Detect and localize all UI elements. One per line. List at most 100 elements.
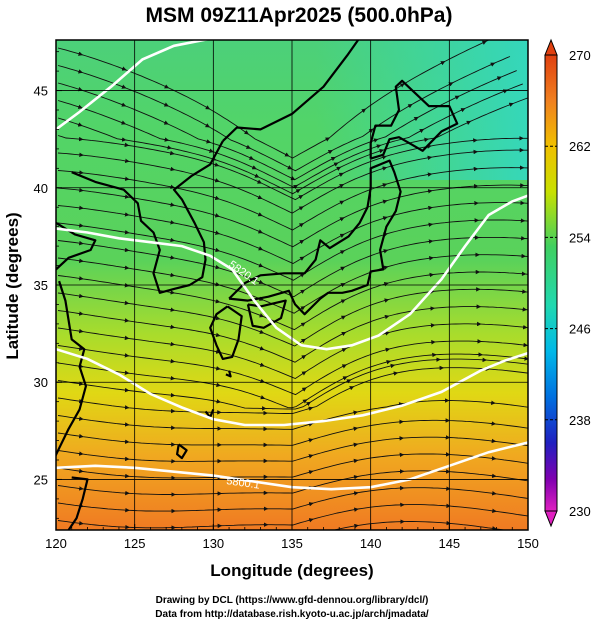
streamline-arrow — [492, 546, 496, 547]
streamline-arrow — [78, 451, 84, 456]
streamline-arrow — [124, 229, 130, 235]
streamline-arrow — [383, 282, 389, 287]
streamline-arrow — [419, 128, 425, 134]
streamline-arrow — [407, 104, 413, 109]
streamline-arrow — [290, 176, 296, 181]
streamline-arrow — [77, 69, 83, 74]
streamline-arrow — [216, 399, 222, 404]
streamline-arrow — [214, 195, 220, 201]
streamline — [57, 306, 528, 363]
streamline-arrow — [353, 426, 359, 431]
streamline-arrow — [336, 166, 342, 171]
streamline-arrow — [466, 120, 472, 125]
streamline-arrow — [78, 468, 84, 474]
chart-title: MSM 09Z11Apr2025 (500.0hPa) — [146, 4, 453, 27]
streamline-arrow — [258, 279, 264, 285]
streamline-arrow — [423, 137, 429, 143]
streamline-arrow — [353, 523, 359, 529]
streamline-arrow — [78, 293, 84, 299]
streamline — [57, 453, 528, 479]
streamline — [57, 184, 528, 248]
streamline-arrow — [361, 108, 367, 114]
colorbar-ticks: 270 262 254 246 238 230 — [545, 48, 591, 519]
streamline-arrow — [340, 299, 346, 304]
streamline-arrow — [300, 338, 306, 344]
streamline-arrow — [353, 491, 359, 496]
streamline — [57, 419, 528, 446]
streamline-arrow — [258, 263, 264, 268]
streamline-arrow — [398, 402, 404, 407]
contour-label-5800: 5800.1 — [226, 475, 261, 492]
streamline-arrow — [384, 298, 390, 303]
streamline-arrow — [428, 255, 434, 261]
streamline-arrow — [78, 381, 84, 386]
streamline-arrow — [121, 66, 127, 71]
streamline-arrow — [368, 128, 374, 134]
colorbar-tick-label: 238 — [569, 413, 591, 428]
streamline-arrow — [257, 179, 263, 184]
streamline-arrow — [284, 152, 290, 157]
streamline-arrow — [490, 62, 496, 67]
streamline-arrow — [124, 335, 130, 341]
streamline-arrow — [385, 347, 391, 353]
streamline-arrow — [215, 366, 221, 371]
y-tick-label: 45 — [34, 84, 48, 99]
colorbar-bottom-arrow — [544, 510, 558, 528]
streamline-arrow — [298, 206, 304, 211]
streamline-arrow — [259, 362, 265, 367]
streamline-arrow — [124, 265, 130, 270]
streamline-arrow — [205, 123, 211, 128]
streamline — [57, 436, 528, 462]
streamline — [57, 504, 528, 529]
streamline-arrow — [208, 148, 214, 153]
streamline-arrow — [342, 376, 348, 381]
streamline-arrow — [170, 255, 175, 260]
streamline-arrow — [349, 386, 355, 391]
streamline-arrow — [259, 329, 265, 334]
streamline-arrow — [170, 237, 175, 243]
streamline-arrow — [454, 95, 460, 100]
streamline-arrow — [491, 491, 497, 496]
coastline-segment — [176, 443, 188, 460]
streamline-arrow — [376, 144, 382, 149]
streamline-arrow — [258, 246, 264, 251]
streamline-arrow — [293, 184, 299, 190]
streamline-arrow — [341, 348, 347, 353]
streamline-arrow — [491, 526, 497, 530]
plot-area: 5820.1 5800.1 — [56, 40, 528, 547]
streamline-arrow — [170, 307, 176, 312]
streamline — [57, 487, 528, 512]
streamline-arrow — [214, 178, 220, 183]
streamline-arrow — [78, 276, 84, 281]
credit-line-2: Data from http://database.rish.kyoto-u.a… — [155, 609, 429, 620]
streamline-arrow — [78, 486, 84, 491]
streamline — [57, 236, 528, 298]
streamline-arrow — [124, 353, 130, 358]
streamline-arrow — [353, 410, 359, 415]
streamline-arrow — [491, 508, 497, 514]
x-tick-label: 125 — [124, 536, 146, 551]
streamline-arrow — [215, 264, 221, 270]
grid-lines — [56, 40, 528, 530]
streamline-arrow — [399, 83, 405, 88]
streamline-arrow — [124, 370, 130, 375]
streamline-arrow — [78, 240, 84, 246]
x-axis-label: Longitude (degrees) — [210, 561, 373, 580]
streamline-arrow — [460, 108, 466, 113]
streamline-arrow — [346, 379, 352, 384]
streamline-arrow — [170, 358, 176, 364]
streamline-arrow — [163, 120, 169, 125]
streamline-arrow — [78, 311, 84, 316]
colorbar-tick-label: 270 — [569, 48, 591, 63]
streamline-arrow — [305, 401, 311, 407]
x-tick-label: 120 — [45, 536, 67, 551]
x-tick-label: 150 — [517, 536, 539, 551]
streamline-arrow — [124, 212, 130, 217]
streamline — [57, 323, 528, 380]
streamline-arrow — [325, 137, 331, 142]
streamline-arrow — [215, 298, 221, 304]
streamline-arrow — [427, 189, 433, 194]
streamline-arrow — [214, 162, 220, 167]
contour-line — [56, 194, 528, 351]
streamline-arrow — [301, 387, 307, 392]
